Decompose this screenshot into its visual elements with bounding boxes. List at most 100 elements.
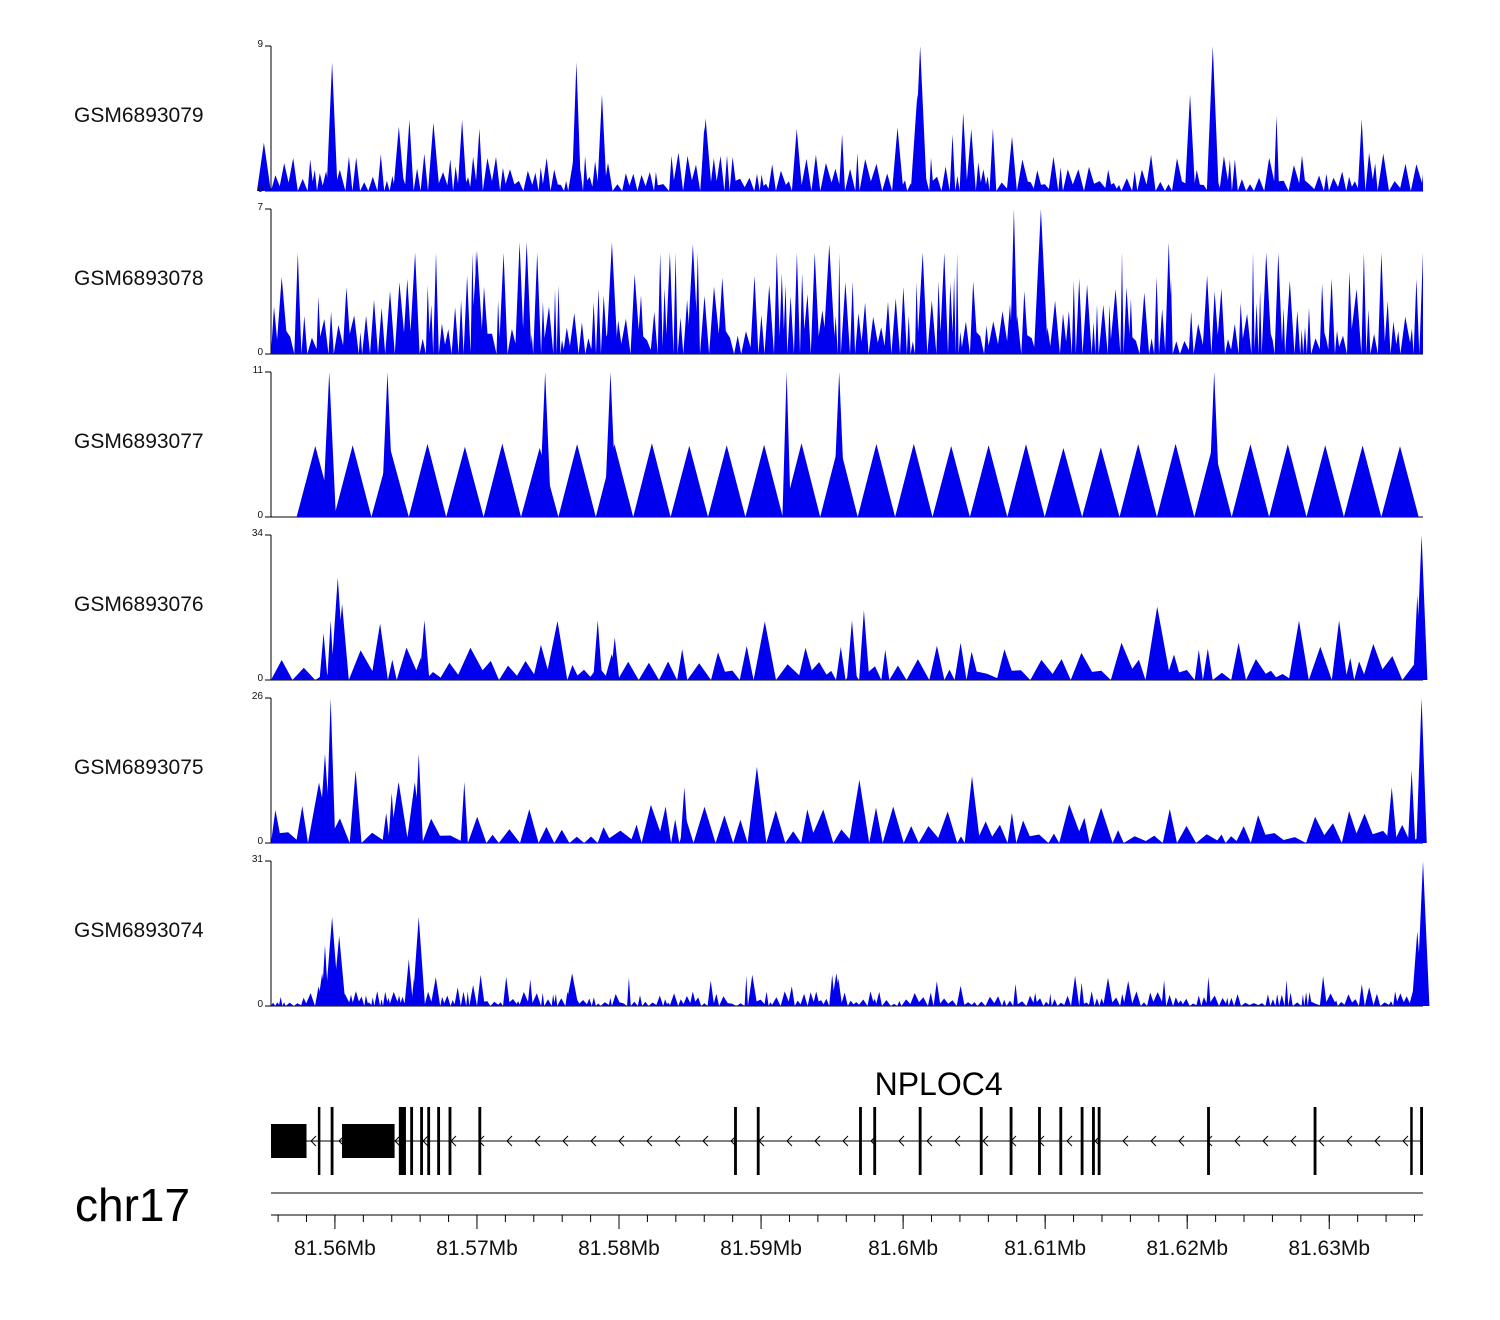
strand-arrow xyxy=(1066,1135,1073,1147)
coverage-peak xyxy=(322,372,336,517)
coverage-peak xyxy=(318,753,331,843)
strand-arrow xyxy=(562,1135,569,1147)
chromosome-label: chr17 xyxy=(75,1179,191,1231)
coverage-area xyxy=(271,443,1423,517)
y-min-label: 0 xyxy=(257,184,263,195)
x-tick-label: 81.61Mb xyxy=(1004,1237,1087,1260)
coverage-area xyxy=(271,252,1423,354)
gene-exon xyxy=(1038,1107,1041,1175)
coverage-peak xyxy=(521,242,532,354)
coverage-peak xyxy=(610,637,620,680)
y-min-label: 0 xyxy=(257,999,263,1010)
coverage-peak xyxy=(571,62,581,191)
x-tick-label: 81.56Mb xyxy=(294,1237,376,1260)
coverage-peak xyxy=(1208,372,1221,517)
coverage-area xyxy=(271,766,1423,843)
strand-arrow xyxy=(814,1135,821,1147)
gene-exon xyxy=(398,1107,406,1175)
gene-exon xyxy=(1097,1107,1101,1175)
coverage-peak xyxy=(470,250,484,354)
gene-exon xyxy=(859,1107,862,1175)
strand-arrow xyxy=(786,1135,793,1147)
coverage-peak xyxy=(1407,770,1416,843)
y-min-label: 0 xyxy=(257,347,263,358)
strand-arrow xyxy=(898,1135,905,1147)
strand-arrow xyxy=(1290,1135,1297,1147)
gene-exon xyxy=(1009,1107,1013,1175)
strand-arrow xyxy=(1178,1135,1185,1147)
coverage-peak xyxy=(381,372,394,517)
strand-arrow xyxy=(534,1135,541,1147)
coverage-peak xyxy=(846,620,857,680)
gene-name-label: NPLOC4 xyxy=(874,1066,1003,1102)
coverage-peak xyxy=(1184,94,1196,191)
coverage-peak xyxy=(597,94,607,191)
coverage-peak xyxy=(317,973,327,1006)
coverage-peak xyxy=(913,46,927,191)
track-label: GSM6893077 xyxy=(74,430,204,453)
coverage-peak xyxy=(319,633,328,680)
strand-arrow xyxy=(1262,1135,1269,1147)
y-max-label: 11 xyxy=(252,365,263,376)
coverage-peak xyxy=(565,973,579,1006)
strand-arrow xyxy=(674,1135,681,1147)
coverage-peak xyxy=(680,787,689,843)
strand-arrow xyxy=(394,1135,401,1147)
y-max-label: 31 xyxy=(251,854,263,865)
strand-arrow xyxy=(1122,1135,1129,1147)
gene-exon xyxy=(437,1107,441,1175)
x-tick-label: 81.63Mb xyxy=(1288,1237,1371,1260)
gene-exon xyxy=(1080,1107,1084,1175)
y-max-label: 34 xyxy=(251,528,263,539)
coverage-peak xyxy=(1413,594,1422,680)
gene-exon xyxy=(756,1107,760,1175)
coverage-peak xyxy=(823,244,836,354)
coverage-peak xyxy=(606,242,618,354)
gene-exon xyxy=(478,1107,482,1175)
coverage-peak xyxy=(593,620,603,680)
strand-arrow xyxy=(1150,1135,1157,1147)
gene-exon xyxy=(271,1124,307,1158)
x-tick-label: 81.6Mb xyxy=(868,1237,939,1260)
y-min-label: 0 xyxy=(257,510,263,521)
coverage-peak xyxy=(687,244,699,354)
coverage-peak xyxy=(404,959,414,1006)
track-label: GSM6893078 xyxy=(74,267,204,290)
y-max-label: 7 xyxy=(257,202,263,213)
coverage-peak xyxy=(539,372,552,517)
strand-arrow xyxy=(926,1135,933,1147)
strand-arrow xyxy=(1346,1135,1353,1147)
x-tick-label: 81.57Mb xyxy=(436,1237,518,1260)
coverage-peak xyxy=(782,372,791,517)
y-max-label: 26 xyxy=(251,691,263,702)
gene-exon xyxy=(1410,1107,1413,1175)
coverage-peak xyxy=(256,142,271,191)
coverage-peak xyxy=(831,973,842,1006)
y-min-label: 0 xyxy=(257,673,263,684)
gene-exon xyxy=(979,1107,983,1175)
y-max-label: 9 xyxy=(257,39,263,50)
gene-exon xyxy=(448,1107,452,1175)
strand-arrow xyxy=(982,1135,989,1147)
strand-arrow xyxy=(310,1135,317,1147)
x-tick-label: 81.62Mb xyxy=(1146,1237,1229,1260)
coverage-peak xyxy=(332,935,346,1006)
strand-arrow xyxy=(1318,1135,1325,1147)
y-min-label: 0 xyxy=(257,836,263,847)
strand-arrow xyxy=(1234,1135,1241,1147)
coverage-peak xyxy=(388,792,396,843)
coverage-peak xyxy=(1165,242,1173,354)
coverage-peak xyxy=(604,372,617,517)
gene-exon xyxy=(342,1124,395,1158)
gene-exon xyxy=(1207,1107,1210,1175)
strand-arrow xyxy=(618,1135,625,1147)
coverage-peak xyxy=(1206,46,1219,191)
gene-exon xyxy=(1420,1107,1423,1175)
gene-exon xyxy=(734,1107,737,1175)
coverage-peak xyxy=(326,62,338,191)
x-tick-label: 81.58Mb xyxy=(578,1237,660,1260)
strand-arrow xyxy=(702,1135,709,1147)
coverage-area xyxy=(271,603,1423,680)
gene-exon xyxy=(330,1107,334,1175)
